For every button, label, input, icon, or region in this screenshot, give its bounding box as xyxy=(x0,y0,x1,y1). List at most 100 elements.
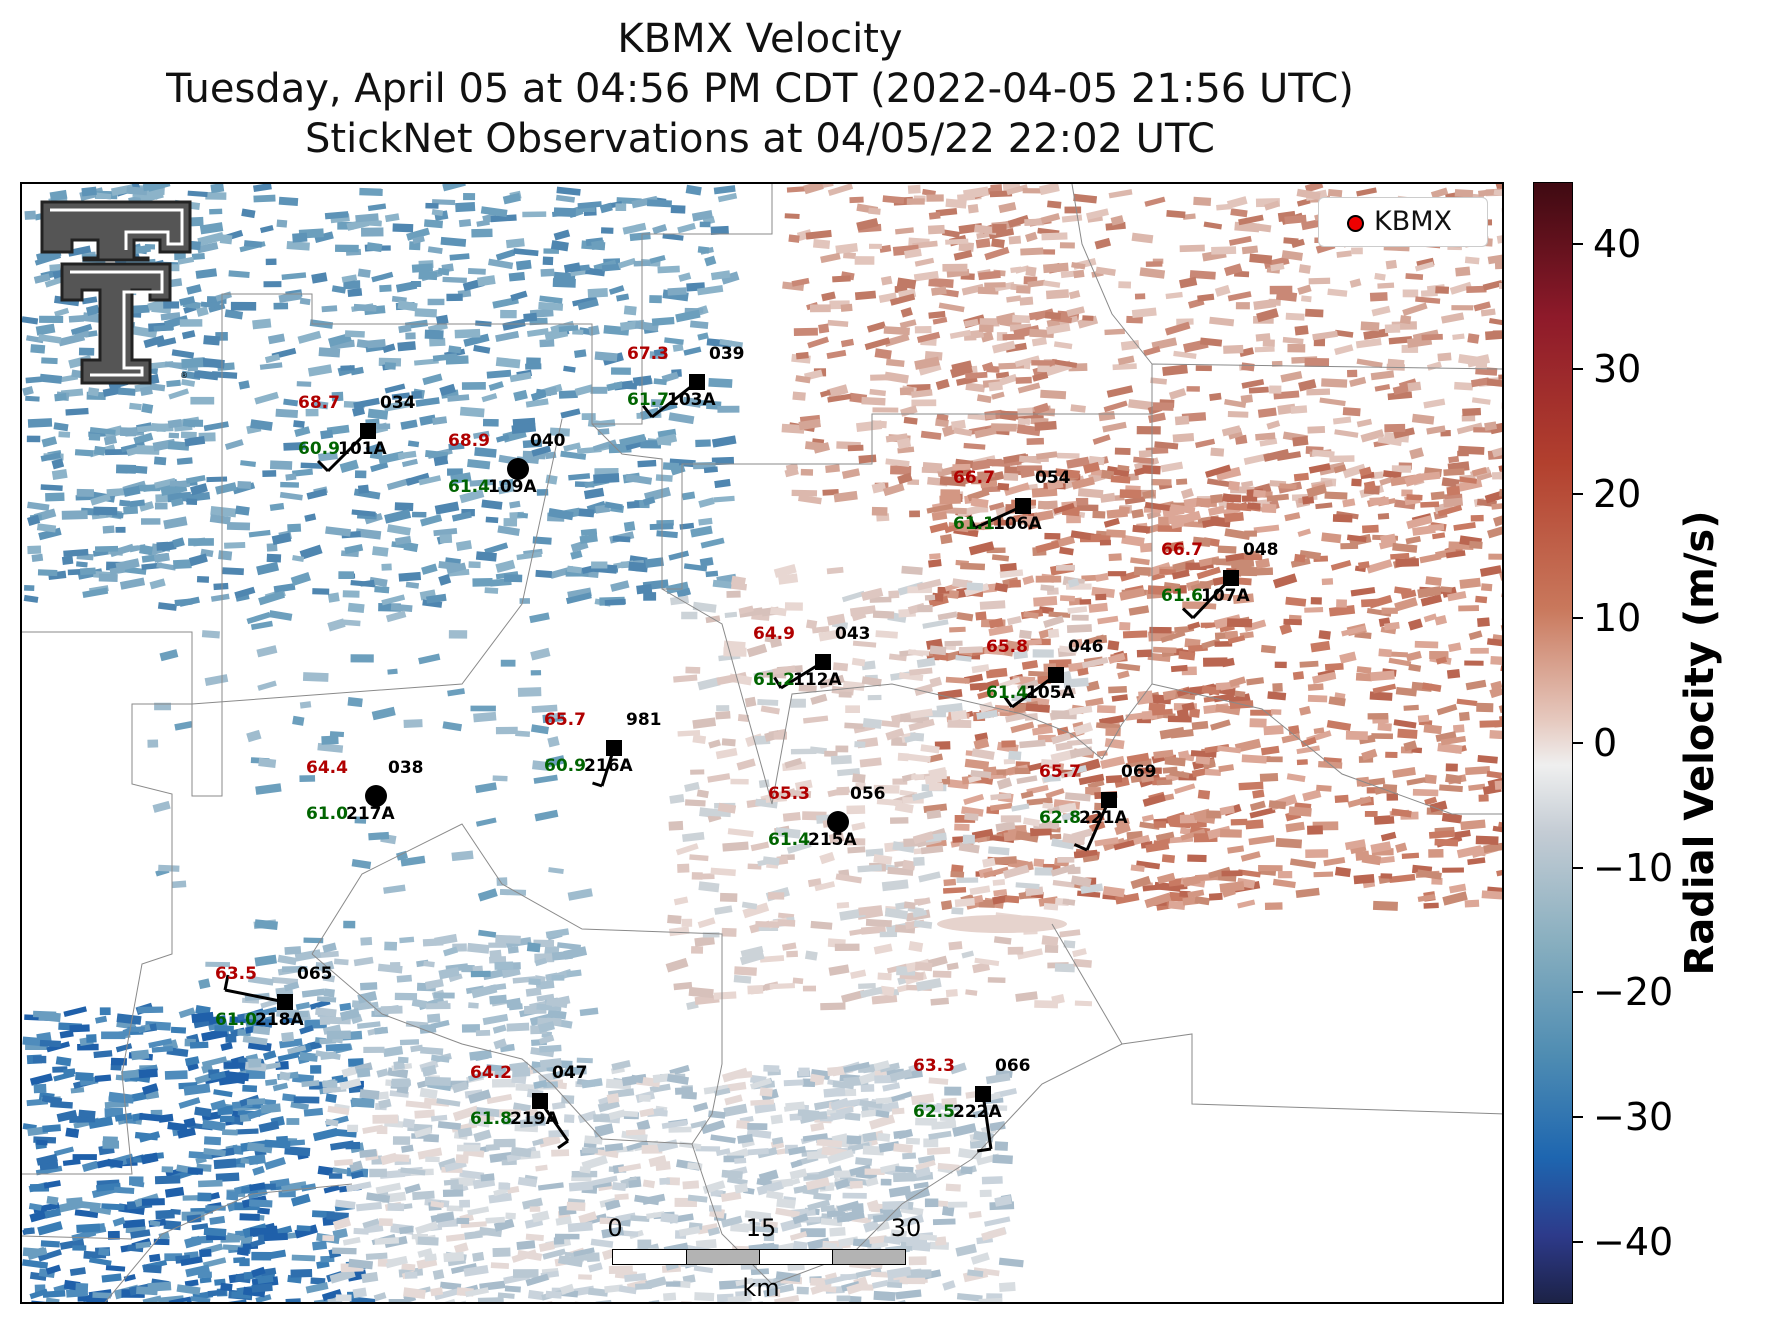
scale-unit-label: km xyxy=(742,1274,780,1302)
station-temp-218A: 63.5 xyxy=(215,964,257,984)
colorbar-tick-mark xyxy=(1573,617,1583,620)
station-dewpoint-106A: 61.1 xyxy=(953,514,995,534)
station-marker-106A xyxy=(1015,498,1031,514)
scale-label-30: 30 xyxy=(890,1214,922,1242)
title-line-3: StickNet Observations at 04/05/22 22:02 … xyxy=(305,116,1215,162)
scale-bar xyxy=(612,1249,906,1265)
station-marker-219A xyxy=(532,1093,548,1109)
station-wind-216A: 981 xyxy=(626,710,662,730)
station-temp-221A: 65.7 xyxy=(1039,762,1081,782)
station-wind-103A: 039 xyxy=(709,344,745,364)
station-dewpoint-101A: 60.9 xyxy=(298,439,340,459)
station-dewpoint-103A: 61.7 xyxy=(627,390,669,410)
station-id-216A: 216A xyxy=(584,756,633,776)
station-dewpoint-217A: 61.0 xyxy=(306,804,348,824)
station-marker-222A xyxy=(975,1086,991,1102)
station-id-217A: 217A xyxy=(346,804,395,824)
colorbar-tick-mark xyxy=(1573,492,1583,495)
station-marker-109A xyxy=(507,458,529,480)
wind-barb-218A xyxy=(224,988,286,1004)
station-dewpoint-215A: 61.4 xyxy=(768,830,810,850)
title-line-2: Tuesday, April 05 at 04:56 PM CDT (2022-… xyxy=(166,66,1354,112)
colorbar-title: Radial Velocity (m/s) xyxy=(1677,510,1723,976)
colorbar-tick-label: −30 xyxy=(1593,1095,1674,1139)
station-wind-101A: 034 xyxy=(380,393,416,413)
station-temp-216A: 65.7 xyxy=(544,710,586,730)
title-line-1: KBMX Velocity xyxy=(617,16,903,62)
station-id-103A: 103A xyxy=(667,390,716,410)
station-temp-109A: 68.9 xyxy=(448,431,490,451)
radar-map[interactable]: 0 15 30 km KBMX 68.7 034 60.9 101A 68.9 040 61… xyxy=(20,182,1504,1304)
station-id-107A: 107A xyxy=(1201,586,1250,606)
colorbar-tick-mark xyxy=(1573,1240,1583,1243)
colorbar-tick-mark xyxy=(1573,1116,1583,1118)
station-marker-217A xyxy=(365,785,387,807)
station-marker-103A xyxy=(689,374,705,390)
map-legend: KBMX xyxy=(1318,197,1488,247)
station-temp-215A: 65.3 xyxy=(768,784,810,804)
scale-label-0: 0 xyxy=(607,1214,623,1242)
station-dewpoint-221A: 62.8 xyxy=(1039,808,1081,828)
station-id-106A: 106A xyxy=(993,514,1042,534)
colorbar-tick-mark xyxy=(1573,243,1583,246)
colorbar-tick-label: −10 xyxy=(1593,845,1674,890)
colorbar-tick-label: −40 xyxy=(1593,1219,1674,1264)
station-marker-112A xyxy=(815,654,831,670)
colorbar-tick-mark xyxy=(1573,742,1583,744)
station-dewpoint-107A: 61.6 xyxy=(1161,586,1203,606)
colorbar-tick-label: −20 xyxy=(1593,970,1674,1015)
colorbar-tick-mark xyxy=(1573,368,1583,370)
station-temp-105A: 65.8 xyxy=(986,637,1028,657)
velocity-colorbar xyxy=(1533,182,1573,1304)
station-id-105A: 105A xyxy=(1026,683,1075,703)
station-wind-218A: 065 xyxy=(297,964,333,984)
station-dewpoint-216A: 60.9 xyxy=(544,756,586,776)
station-temp-219A: 64.2 xyxy=(470,1063,512,1083)
station-wind-107A: 048 xyxy=(1243,540,1279,560)
station-dewpoint-112A: 61.2 xyxy=(753,670,795,690)
station-temp-107A: 66.7 xyxy=(1161,540,1203,560)
station-temp-217A: 64.4 xyxy=(306,758,348,778)
station-markers xyxy=(277,374,1239,1109)
station-id-215A: 215A xyxy=(808,830,857,850)
station-id-221A: 221A xyxy=(1079,808,1128,828)
station-marker-218A xyxy=(277,994,293,1010)
station-marker-101A xyxy=(360,423,376,439)
station-temp-112A: 64.9 xyxy=(753,624,795,644)
radar-site-marker-icon xyxy=(1347,215,1364,232)
station-wind-221A: 069 xyxy=(1121,762,1157,782)
colorbar-tick-label: 0 xyxy=(1593,721,1618,765)
radar-velocity-layer xyxy=(22,184,1502,1302)
station-dewpoint-219A: 61.8 xyxy=(470,1109,512,1129)
station-dewpoint-222A: 62.5 xyxy=(913,1102,955,1122)
station-dewpoint-109A: 61.4 xyxy=(448,477,490,497)
station-dewpoint-218A: 61.0 xyxy=(215,1010,257,1030)
station-id-109A: 109A xyxy=(488,477,537,497)
station-temp-222A: 63.3 xyxy=(913,1056,955,1076)
station-dewpoint-105A: 61.4 xyxy=(986,683,1028,703)
station-wind-105A: 046 xyxy=(1068,637,1104,657)
legend-label: KBMX xyxy=(1374,206,1453,237)
station-marker-107A xyxy=(1223,570,1239,586)
station-marker-105A xyxy=(1048,667,1064,683)
scale-label-15: 15 xyxy=(745,1214,777,1242)
colorbar-tick-mark xyxy=(1573,866,1583,869)
station-temp-101A: 68.7 xyxy=(298,393,340,413)
station-id-219A: 219A xyxy=(510,1109,559,1129)
station-wind-109A: 040 xyxy=(530,431,566,451)
svg-text:®: ® xyxy=(180,371,188,380)
texas-tech-double-t-logo-icon: ® xyxy=(40,200,192,385)
station-id-218A: 218A xyxy=(255,1010,304,1030)
station-marker-216A xyxy=(606,740,622,756)
colorbar-tick-label: 30 xyxy=(1593,347,1642,391)
colorbar-tick-label: 10 xyxy=(1593,596,1642,641)
station-marker-221A xyxy=(1101,792,1117,808)
county-borders xyxy=(22,184,1502,1302)
station-wind-217A: 038 xyxy=(388,758,424,778)
station-temp-106A: 66.7 xyxy=(953,468,995,488)
station-id-101A: 101A xyxy=(338,439,387,459)
station-wind-219A: 047 xyxy=(552,1063,588,1083)
velocity-gates xyxy=(22,184,1502,1302)
colorbar-tick-label: 20 xyxy=(1593,471,1642,516)
station-marker-215A xyxy=(827,811,849,833)
